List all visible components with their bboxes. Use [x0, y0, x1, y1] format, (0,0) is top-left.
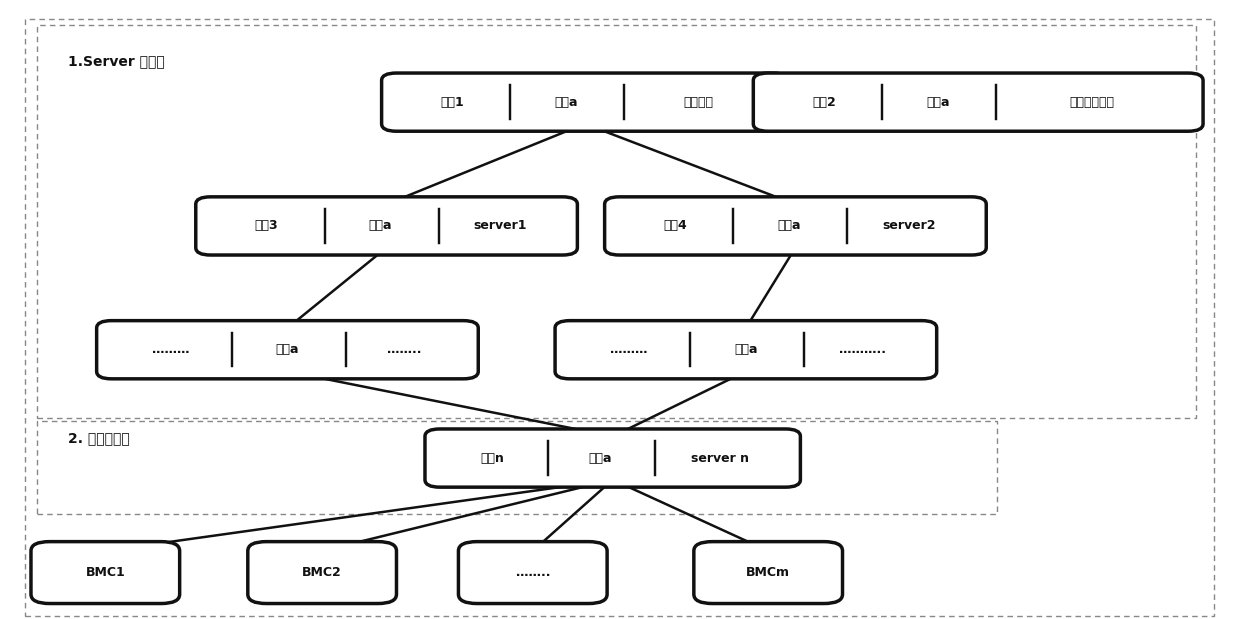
Text: 网段3: 网段3 [254, 219, 279, 233]
Bar [37, 25, 1196, 418]
FancyBboxPatch shape [458, 542, 607, 604]
Text: 网段a: 网段a [735, 343, 757, 357]
FancyBboxPatch shape [31, 542, 180, 604]
Text: ………..: ……….. [840, 343, 886, 357]
FancyBboxPatch shape [555, 321, 937, 379]
Text: ……..: …….. [515, 566, 550, 579]
FancyBboxPatch shape [248, 542, 396, 604]
Bar [37, 421, 997, 514]
Text: 备用中心节点: 备用中心节点 [1069, 95, 1115, 109]
Text: ……..: …….. [388, 343, 421, 357]
Text: 网段a: 网段a [927, 95, 949, 109]
Text: 网段n: 网段n [481, 451, 504, 465]
Text: server2: server2 [882, 219, 937, 233]
Text: ………: ……… [151, 343, 190, 357]
FancyBboxPatch shape [97, 321, 478, 379]
Text: 网段1: 网段1 [440, 95, 465, 109]
FancyBboxPatch shape [694, 542, 843, 604]
Text: 1.Server 管理层: 1.Server 管理层 [68, 54, 165, 68]
Text: 中心节点: 中心节点 [684, 95, 714, 109]
Text: server1: server1 [473, 219, 528, 233]
Text: 网段2: 网段2 [812, 95, 836, 109]
Text: ………: ……… [610, 343, 648, 357]
Text: BMC2: BMC2 [302, 566, 342, 579]
FancyBboxPatch shape [753, 73, 1203, 131]
Text: 网段a: 网段a [369, 219, 392, 233]
FancyBboxPatch shape [605, 197, 986, 255]
FancyBboxPatch shape [196, 197, 577, 255]
Text: 2. 触发执行层: 2. 触发执行层 [68, 431, 130, 446]
Text: BMC1: BMC1 [85, 566, 125, 579]
Text: 网段a: 网段a [555, 95, 577, 109]
Text: 网段4: 网段4 [663, 219, 688, 233]
Text: server n: server n [691, 451, 750, 465]
Text: 网段a: 网段a [778, 219, 800, 233]
Text: 网段a: 网段a [589, 451, 612, 465]
FancyBboxPatch shape [382, 73, 788, 131]
Text: 网段a: 网段a [276, 343, 299, 357]
Text: BMCm: BMCm [746, 566, 790, 579]
FancyBboxPatch shape [425, 429, 800, 487]
